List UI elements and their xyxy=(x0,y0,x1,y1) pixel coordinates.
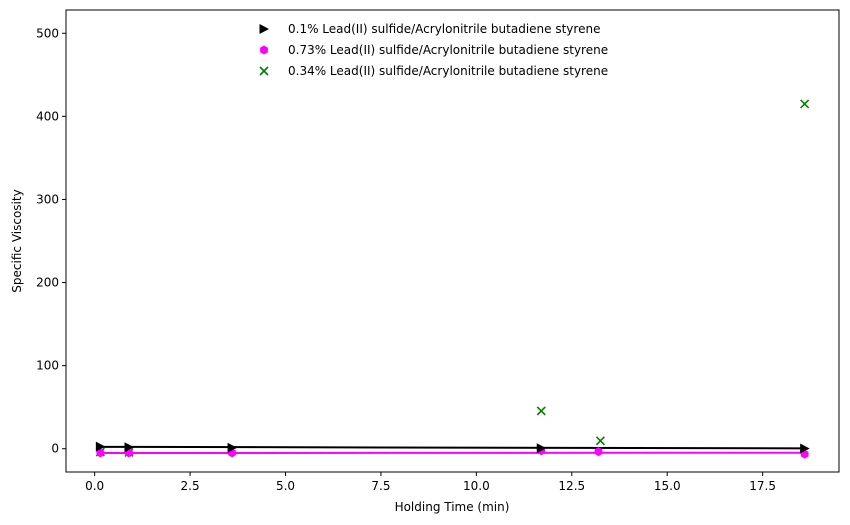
fit-line-series-1 xyxy=(100,445,805,450)
legend-marker-2 xyxy=(260,45,268,55)
x-tick-label: 5.0 xyxy=(276,479,295,493)
x-tick-label: 0.0 xyxy=(85,479,104,493)
y-tick-label: 0 xyxy=(51,442,59,456)
data-point-series-1 xyxy=(536,443,547,454)
y-axis-label: Specific Viscosity xyxy=(10,189,24,292)
legend-marker-1 xyxy=(259,24,269,34)
y-tick-label: 200 xyxy=(36,276,59,290)
y-tick-label: 300 xyxy=(36,192,59,206)
data-point-series-1 xyxy=(800,443,810,454)
y-tick-label: 500 xyxy=(36,26,59,40)
y-tick-label: 400 xyxy=(36,109,59,123)
x-tick-label: 15.0 xyxy=(654,479,681,493)
y-axis-ticks: 0 100 200 300 400 500 xyxy=(36,26,66,456)
data-point-series-1 xyxy=(95,441,106,452)
data-point-series-1 xyxy=(227,442,238,453)
data-point-series-2 xyxy=(594,447,603,457)
x-tick-label: 2.5 xyxy=(181,479,200,493)
legend: 0.1% Lead(II) sulfide/Acrylonitrile buta… xyxy=(259,22,608,78)
legend-entry-3: 0.34% Lead(II) sulfide/Acrylonitrile but… xyxy=(288,64,608,78)
data-point-series-3 xyxy=(595,436,605,446)
x-axis-ticks: 0.0 2.5 5.0 7.5 10.0 12.5 15.0 17.5 xyxy=(85,472,776,493)
legend-entry-2: 0.73% Lead(II) sulfide/Acrylonitrile but… xyxy=(288,43,608,57)
x-axis-label: Holding Time (min) xyxy=(395,500,510,514)
x-tick-label: 10.0 xyxy=(463,479,490,493)
data-point-series-1 xyxy=(124,442,134,453)
data-points xyxy=(95,99,810,459)
y-tick-label: 100 xyxy=(36,359,59,373)
legend-entry-1: 0.1% Lead(II) sulfide/Acrylonitrile buta… xyxy=(288,22,600,36)
x-tick-label: 17.5 xyxy=(749,479,776,493)
fit-lines xyxy=(100,445,805,455)
x-tick-label: 7.5 xyxy=(371,479,390,493)
x-tick-label: 12.5 xyxy=(558,479,585,493)
legend-marker-3 xyxy=(259,66,269,76)
data-point-series-3 xyxy=(800,99,810,109)
data-point-series-2 xyxy=(96,448,105,458)
plot-area xyxy=(65,9,840,473)
data-point-series-3 xyxy=(536,406,546,416)
